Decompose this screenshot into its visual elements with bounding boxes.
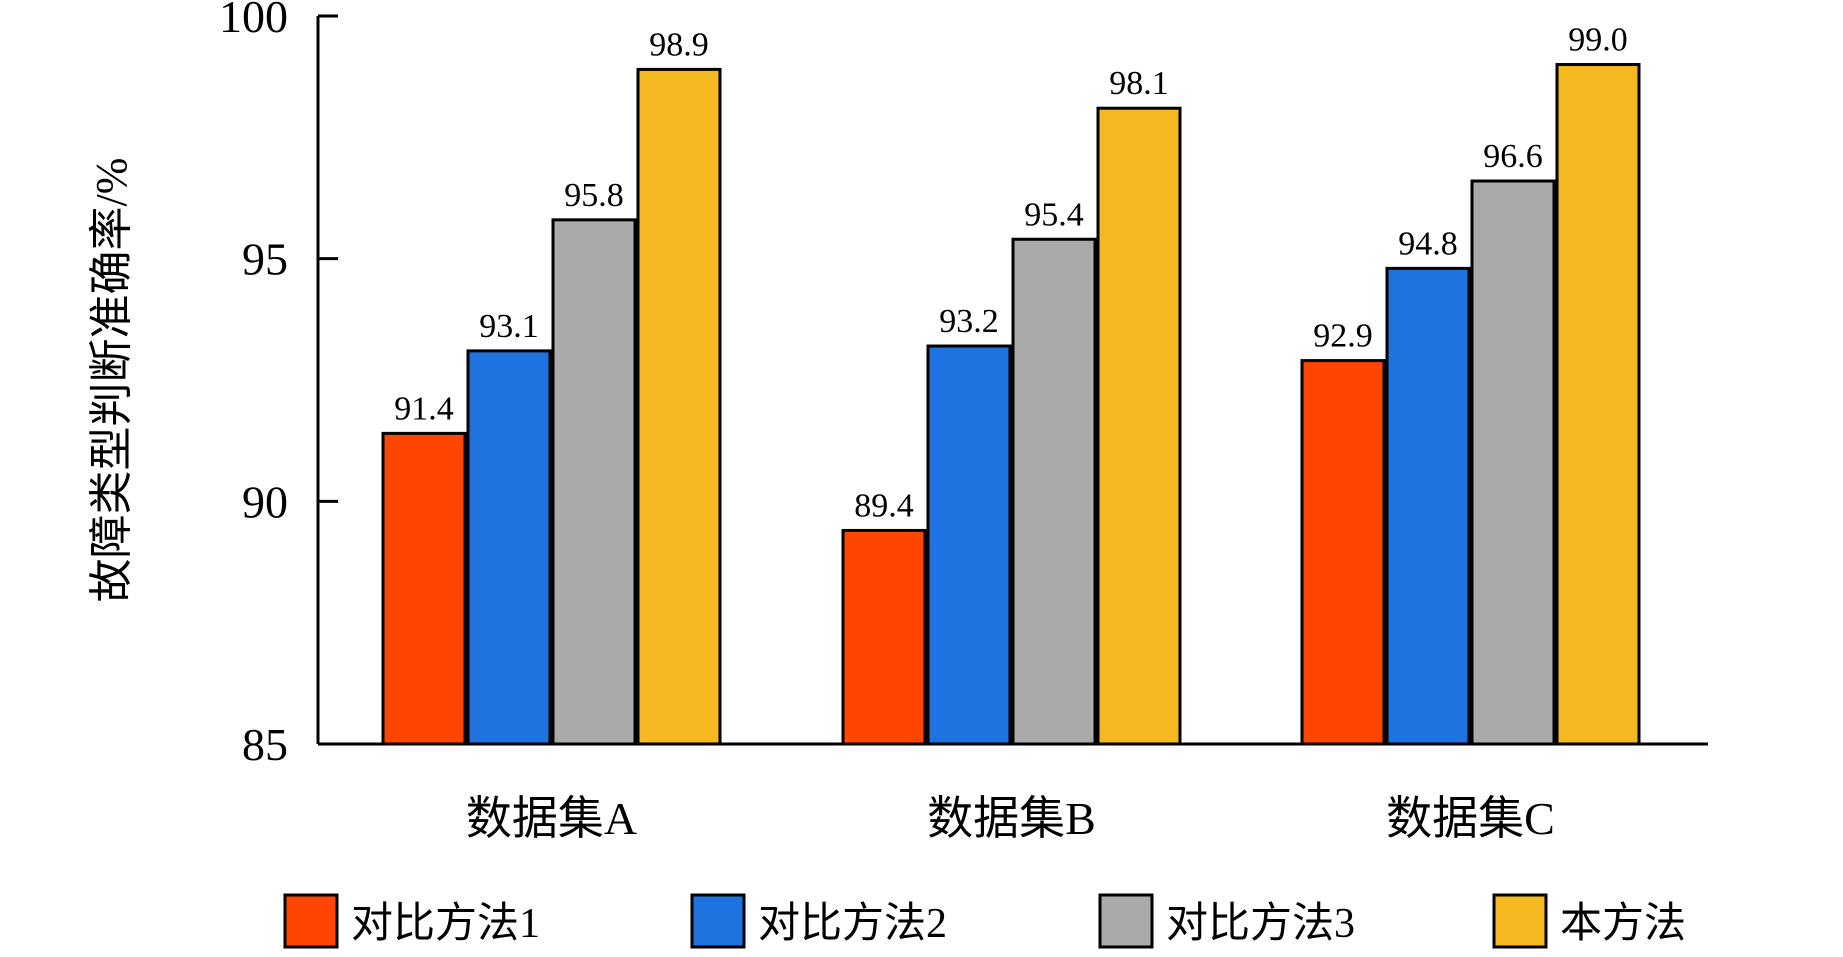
bar [1555, 63, 1641, 746]
bar-value-label: 93.1 [479, 308, 539, 345]
legend-swatch [1492, 893, 1548, 949]
bar-value-label: 99.0 [1568, 22, 1628, 59]
bars-layer [381, 63, 1641, 746]
bar [381, 431, 467, 746]
legend-label: 对比方法3 [1166, 901, 1355, 947]
legend-label: 本方法 [1560, 901, 1686, 947]
bar [466, 349, 552, 746]
y-tick-label: 95 [242, 234, 288, 285]
y-tick-label: 100 [219, 0, 288, 42]
category-label: 数据集A [466, 793, 637, 844]
y-tick-label: 85 [242, 719, 288, 770]
y-axis-label: 故障类型判断准确率/% [87, 158, 136, 603]
bar-value-label: 89.4 [854, 487, 914, 524]
bar [841, 528, 927, 746]
bar [1385, 266, 1471, 746]
legend-swatch [690, 893, 746, 949]
legend-label: 对比方法1 [351, 901, 540, 947]
bar-value-label: 98.9 [649, 26, 709, 63]
bar [1096, 106, 1182, 746]
category-label: 数据集C [1386, 793, 1555, 844]
bar-value-label: 93.2 [939, 303, 999, 340]
bar [1300, 359, 1386, 746]
bar [636, 67, 722, 746]
bar [551, 218, 637, 746]
legend-swatch [283, 893, 339, 949]
legend-swatch [1098, 893, 1154, 949]
bar-value-label: 92.9 [1313, 318, 1373, 355]
bar-value-label: 95.8 [564, 177, 624, 214]
y-ticks: 85 90 95 100 [219, 0, 338, 770]
legend-label: 对比方法2 [758, 901, 947, 947]
axes-layer [316, 16, 1708, 746]
data-labels: 91.4 93.1 95.8 98.9 89.4 93.2 95.4 98.1 92.9 94.8… [394, 22, 1628, 525]
category-label: 数据集B [927, 793, 1096, 844]
legend: 对比方法1 对比方法2 对比方法3 本方法 [283, 893, 1686, 949]
bar [1011, 237, 1097, 746]
y-tick-label: 90 [242, 476, 288, 527]
bar-value-label: 98.1 [1109, 65, 1169, 102]
bar-value-label: 95.4 [1024, 196, 1084, 233]
bar-value-label: 91.4 [394, 390, 454, 427]
bar [926, 344, 1012, 746]
category-labels: 数据集A 数据集B 数据集C [466, 793, 1555, 844]
bar [1470, 179, 1556, 746]
bar-value-label: 96.6 [1483, 138, 1543, 175]
bar-value-label: 94.8 [1398, 225, 1458, 262]
